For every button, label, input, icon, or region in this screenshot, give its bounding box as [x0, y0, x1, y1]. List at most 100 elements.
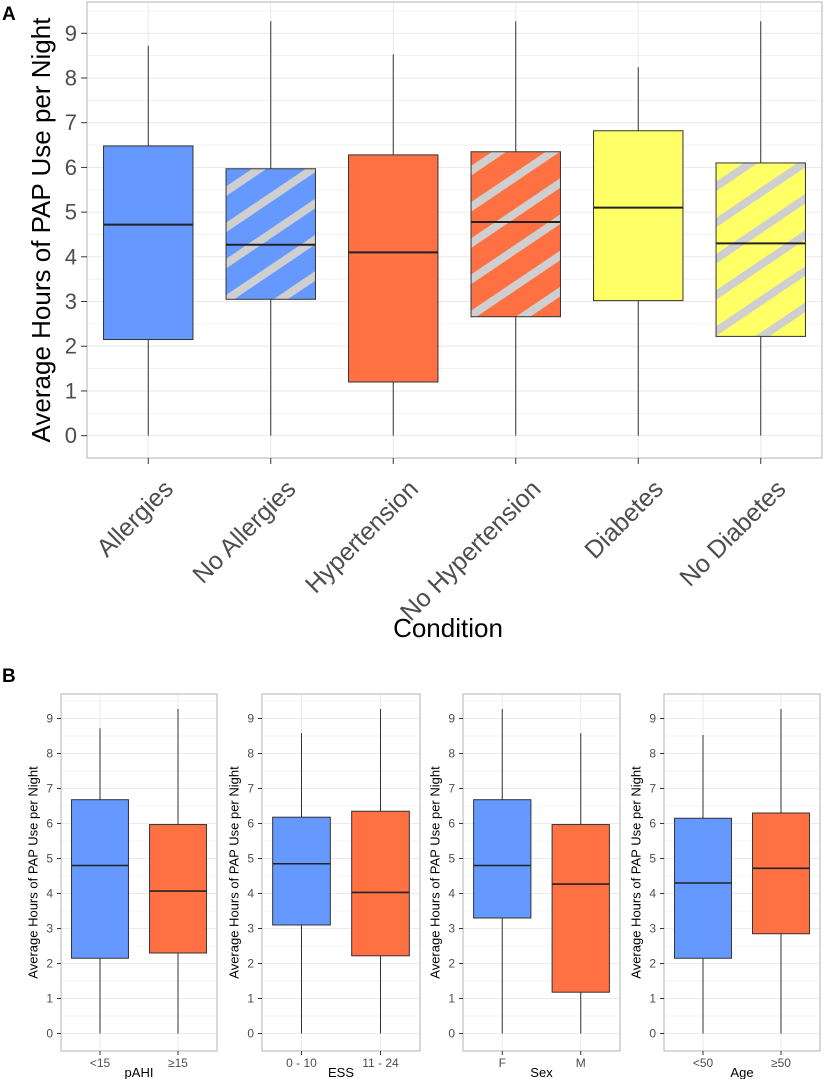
x-tick-label-allergies: Allergies	[91, 475, 179, 563]
y-tick-label: 4	[247, 887, 254, 901]
y-tick-label: 7	[247, 782, 254, 796]
chart-b-age: 0 1 2 3 4 5 6 7 8 9 <50 ≥50 Age Average Hours of PAP …	[629, 693, 821, 1079]
y-tick-label: 3	[46, 922, 53, 936]
y-tick-label: 8	[448, 747, 455, 761]
y-axis-title: Average Hours of PAP Use per Night	[227, 766, 242, 979]
box-lt50	[674, 817, 732, 959]
y-tick-label: 2	[65, 334, 77, 359]
y-tick-label: 1	[649, 992, 656, 1006]
y-tick-label: 2	[46, 957, 53, 971]
chart-b-sex: 0 1 2 3 4 5 6 7 8 9 F M Sex Average Hours of PAP Use …	[428, 693, 621, 1079]
x-tick-label-lt50: <50	[693, 1056, 714, 1070]
panel-label-b: B	[2, 666, 16, 687]
y-tick-label: 8	[247, 747, 254, 761]
y-tick-label: 6	[247, 817, 254, 831]
box-no-diabetes	[715, 162, 806, 337]
y-tick-label: 2	[448, 957, 455, 971]
x-axis-title: pAHI	[125, 1065, 154, 1079]
y-tick-label: 9	[649, 712, 656, 726]
box-diabetes	[593, 130, 684, 302]
box-no-allergies	[225, 168, 316, 300]
y-tick-label: 1	[65, 378, 77, 403]
y-tick-label: 9	[65, 21, 77, 46]
box-allergies	[103, 145, 194, 341]
plot-frame	[663, 693, 821, 1052]
x-axis-title: ESS	[328, 1065, 354, 1079]
y-tick-label: 3	[448, 922, 455, 936]
x-tick-label-hypertension: Hypertension	[300, 475, 424, 599]
y-tick-label: 9	[247, 712, 254, 726]
y-tick-label: 8	[649, 747, 656, 761]
y-tick-label: 4	[46, 887, 53, 901]
y-axis-title: Average Hours of PAP Use per Night	[428, 766, 443, 979]
y-tick-label: 3	[247, 922, 254, 936]
y-tick-label: 9	[448, 712, 455, 726]
y-tick-label: 6	[65, 155, 77, 180]
y-tick-label: 1	[247, 992, 254, 1006]
y-axis-title: Average Hours of PAP Use per Night	[26, 17, 56, 443]
y-tick-label: 7	[65, 110, 77, 135]
plot-frame	[462, 693, 621, 1052]
x-tick-label-f: F	[499, 1056, 506, 1070]
y-tick-label: 7	[649, 782, 656, 796]
y-tick-label: 5	[65, 200, 77, 225]
y-tick-label: 0	[46, 1027, 53, 1041]
x-axis-title: Age	[730, 1065, 753, 1079]
box-11-24	[351, 810, 410, 957]
y-tick-label: 4	[649, 887, 656, 901]
x-axis-title: Condition	[393, 613, 503, 643]
plot-frame	[60, 693, 218, 1052]
y-tick-label: 6	[649, 817, 656, 831]
y-tick-label: 4	[65, 244, 77, 269]
y-axis-title: Average Hours of PAP Use per Night	[26, 766, 41, 979]
box-ge15	[149, 824, 207, 954]
x-tick-label-no-diabetes: No Diabetes	[674, 475, 791, 592]
y-tick-label: 4	[448, 887, 455, 901]
x-tick-label-no-allergies: No Allergies	[187, 475, 301, 589]
y-tick-label: 0	[448, 1027, 455, 1041]
y-tick-label: 5	[448, 852, 455, 866]
plot-frame	[86, 1, 823, 459]
x-axis-title: Sex	[530, 1065, 553, 1079]
chart-a: 0 1 2 3 4 5 6 7 8 9 Allergies No AllergiesHypertens…	[26, 1, 823, 643]
y-tick-label: 6	[448, 817, 455, 831]
y-tick-label: 3	[649, 922, 656, 936]
box-m	[551, 824, 610, 993]
y-tick-label: 0	[65, 423, 77, 448]
y-tick-label: 8	[65, 66, 77, 91]
box-0-10	[272, 816, 331, 926]
y-tick-label: 8	[46, 747, 53, 761]
x-tick-label-ge50: ≥50	[771, 1056, 791, 1070]
chart-b-pahi: 0 1 2 3 4 5 6 7 8 9 <15 ≥15 pAHI Average Hours of PAP…	[26, 693, 218, 1079]
x-tick-label-ge15: ≥15	[168, 1056, 188, 1070]
y-axis-title: Average Hours of PAP Use per Night	[629, 766, 644, 979]
box-f	[473, 799, 532, 919]
y-tick-label: 0	[649, 1027, 656, 1041]
box-lt15	[71, 799, 129, 959]
plot-panel	[87, 2, 822, 458]
y-tick-label: 2	[649, 957, 656, 971]
y-tick-label: 2	[247, 957, 254, 971]
panel-label-a: A	[2, 4, 16, 25]
y-tick-label: 7	[448, 782, 455, 796]
y-tick-label: 6	[46, 817, 53, 831]
box-hypertension	[348, 154, 439, 383]
y-tick-label: 5	[247, 852, 254, 866]
y-tick-label: 0	[247, 1027, 254, 1041]
x-tick-label-11-24: 11 - 24	[362, 1056, 399, 1070]
x-tick-label-0-10: 0 - 10	[286, 1056, 317, 1070]
plot-frame	[261, 693, 421, 1052]
y-tick-label: 1	[46, 992, 53, 1006]
y-tick-label: 9	[46, 712, 53, 726]
y-tick-label: 3	[65, 289, 77, 314]
x-tick-label-lt15: <15	[90, 1056, 111, 1070]
y-tick-label: 5	[46, 852, 53, 866]
chart-b-ess: 0 1 2 3 4 5 6 7 8 9 0 - 10 11 - 24 ESS Average Hours …	[227, 693, 421, 1079]
x-tick-label-diabetes: Diabetes	[579, 475, 669, 565]
y-tick-label: 5	[649, 852, 656, 866]
box-ge50	[752, 812, 810, 935]
y-tick-label: 7	[46, 782, 53, 796]
x-tick-label-m: M	[576, 1056, 586, 1070]
box-no-hypertension	[470, 151, 561, 318]
